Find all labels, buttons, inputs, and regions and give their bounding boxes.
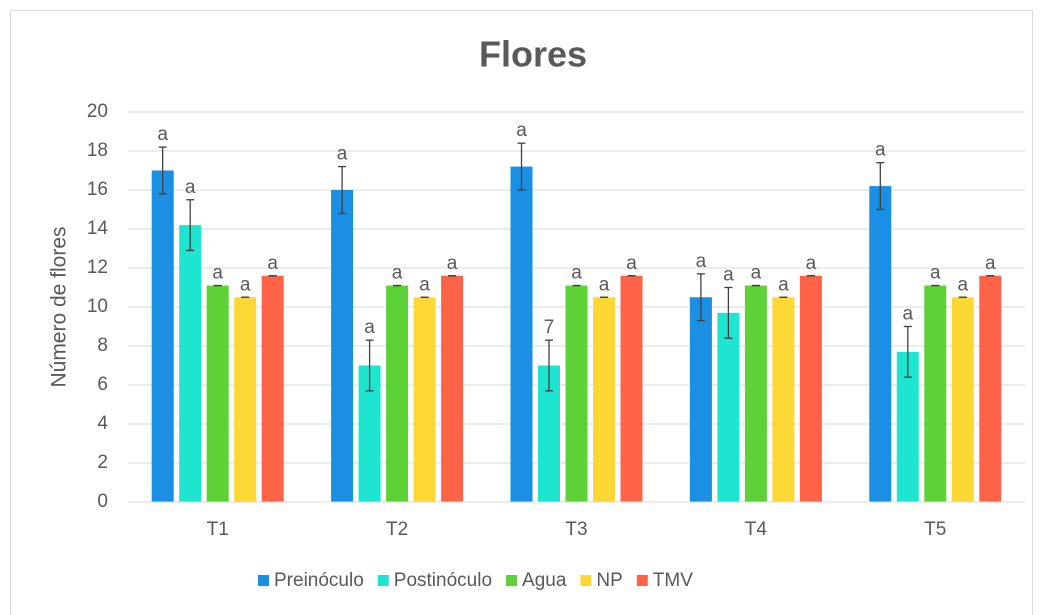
bar [717, 312, 740, 502]
x-tick-label: T3 [565, 519, 587, 540]
y-tick-label: 10 [87, 296, 108, 317]
x-tick-label: T1 [207, 519, 229, 540]
bar [331, 190, 354, 502]
data-label: a [185, 177, 196, 198]
data-label: a [240, 274, 251, 295]
data-label: a [958, 274, 969, 295]
data-label: a [157, 124, 168, 145]
legend-label: Preinóculo [274, 570, 364, 591]
chart-title: Flores [479, 34, 587, 75]
x-tick-label: T4 [745, 519, 768, 540]
bar [358, 365, 381, 502]
bar [951, 297, 974, 502]
bar [744, 285, 767, 502]
bar [593, 297, 615, 502]
bar [772, 297, 795, 502]
bar [799, 275, 822, 502]
data-label: a [599, 274, 610, 295]
y-tick-label: 12 [87, 257, 108, 278]
legend-swatch [258, 575, 269, 586]
data-label: a [516, 120, 527, 141]
data-label: a [267, 253, 278, 274]
legend-label: Agua [522, 570, 567, 591]
data-label: a [447, 253, 458, 274]
bar [979, 275, 1002, 502]
legend-swatch [377, 575, 389, 586]
bar [510, 166, 533, 502]
y-tick-label: 18 [87, 140, 108, 161]
data-label: a [930, 263, 941, 284]
bar [413, 297, 436, 502]
bar [179, 225, 202, 502]
data-label: a [723, 265, 734, 286]
data-label: a [571, 263, 582, 284]
data-label: a [392, 263, 403, 284]
y-axis-label: Número de flores [48, 226, 71, 387]
bar [869, 186, 892, 502]
bar [620, 275, 643, 502]
legend-label: Postinóculo [394, 570, 492, 591]
data-label: a [212, 263, 223, 284]
legend-swatch [580, 575, 592, 586]
data-label: a [419, 274, 430, 295]
y-tick-label: 14 [87, 218, 109, 239]
y-tick-label: 4 [97, 413, 108, 434]
bar [538, 365, 560, 502]
data-label: a [806, 253, 817, 274]
data-label: 7 [544, 317, 555, 338]
bar [386, 285, 409, 502]
bar [151, 170, 174, 502]
x-tick-label: T5 [924, 519, 946, 540]
bar [924, 285, 947, 502]
legend-label: TMV [653, 570, 693, 591]
y-tick-label: 8 [97, 335, 108, 356]
legend-swatch [636, 575, 648, 586]
data-label: a [985, 253, 996, 274]
data-label: a [696, 251, 707, 272]
bar [261, 275, 284, 502]
y-tick-label: 20 [87, 101, 108, 122]
data-label: a [778, 274, 789, 295]
x-tick-label: T2 [386, 519, 408, 540]
y-tick-label: 2 [97, 452, 108, 473]
legend-swatch [506, 575, 518, 586]
data-label: a [903, 304, 914, 325]
bar [206, 285, 229, 502]
y-tick-label: 16 [87, 179, 108, 200]
legend-label: NP [596, 570, 622, 591]
data-label: a [626, 253, 637, 274]
data-label: a [751, 263, 762, 284]
bar [565, 285, 588, 502]
data-label: a [875, 140, 886, 161]
bar [234, 297, 257, 502]
bar [896, 351, 919, 502]
y-tick-label: 0 [97, 491, 108, 512]
bar [441, 275, 464, 502]
data-label: a [364, 317, 375, 338]
bar [689, 297, 712, 502]
y-tick-label: 6 [97, 374, 108, 395]
data-label: a [337, 144, 348, 165]
